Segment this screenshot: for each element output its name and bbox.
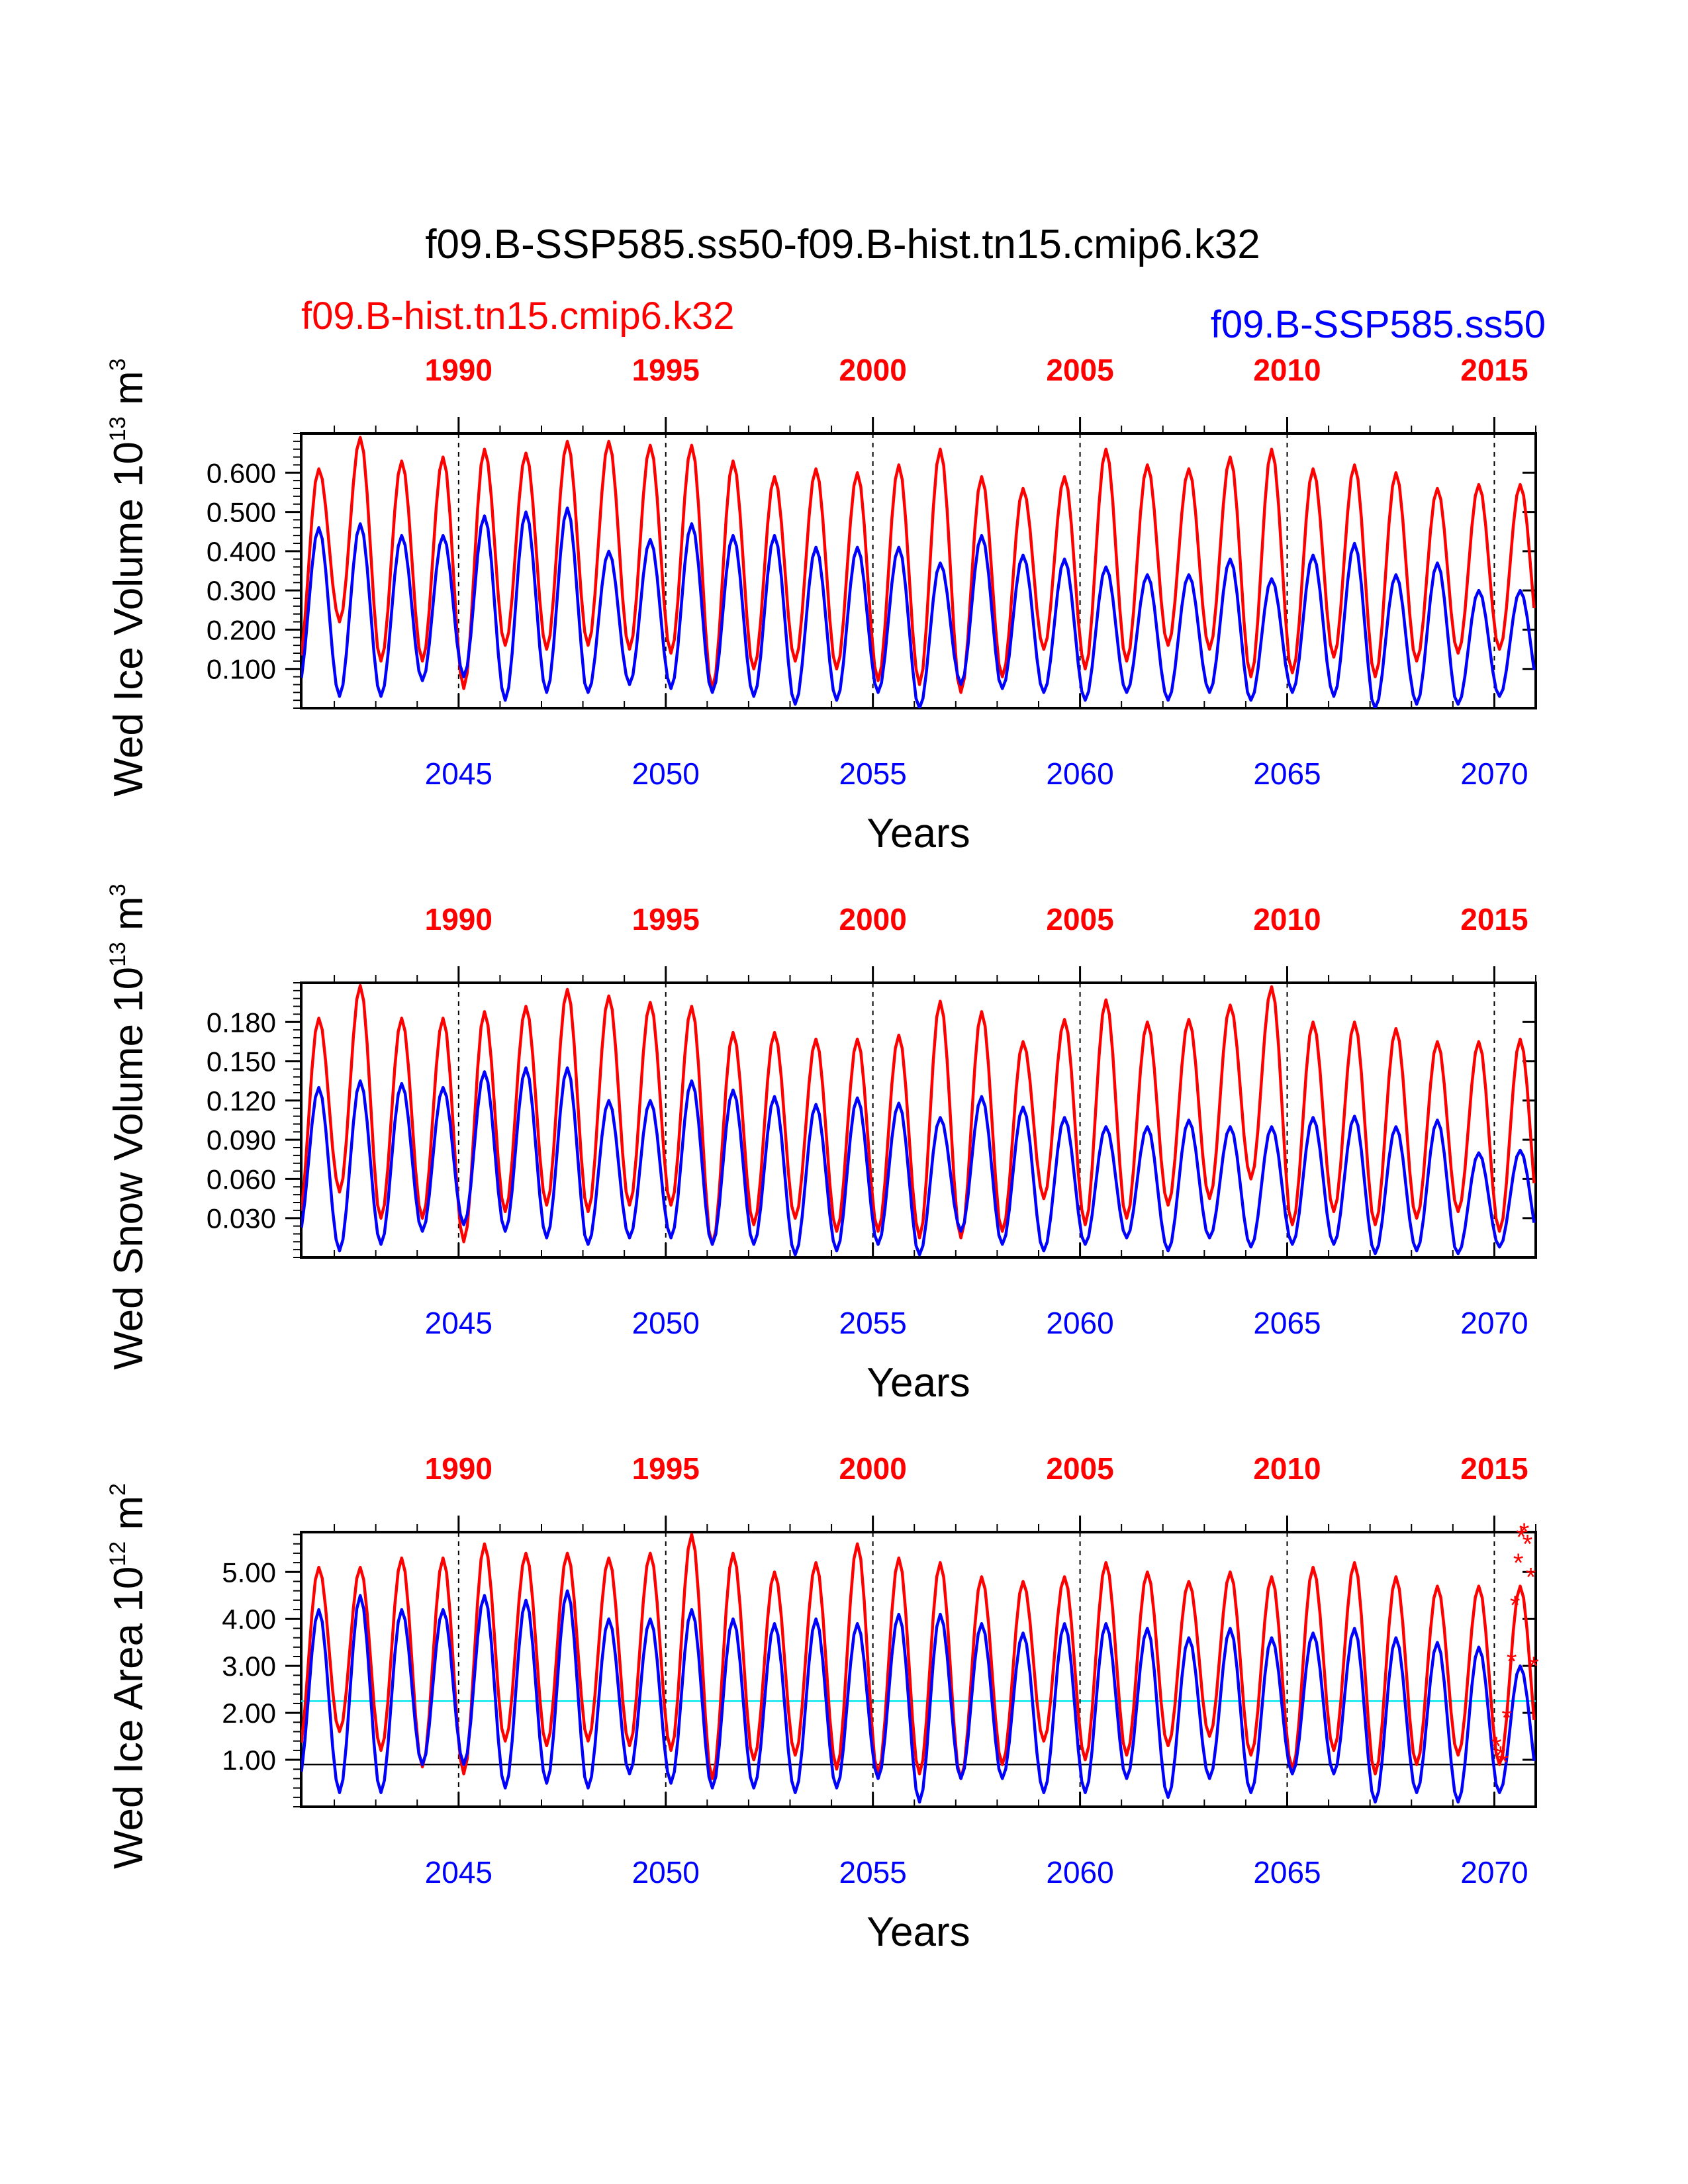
plot-frame bbox=[300, 1531, 1537, 1808]
top-tick-label: 2015 bbox=[1460, 353, 1528, 387]
x-tick-label: 2060 bbox=[1046, 756, 1113, 791]
top-tick-label: 2005 bbox=[1046, 353, 1113, 387]
y-tick-label: 1.00 bbox=[222, 1745, 276, 1776]
panel-ice-volume: 2045 2050 2055 2060 2065 2070 1990 1995 2000 2005… bbox=[105, 353, 1537, 856]
y-tick-label: 0.180 bbox=[207, 1007, 276, 1038]
x-tick-label: 2070 bbox=[1460, 756, 1528, 791]
y-tick-label: 0.150 bbox=[207, 1046, 276, 1077]
top-tick-label: 2005 bbox=[1046, 1451, 1113, 1486]
top-tick-label: 1995 bbox=[632, 902, 700, 936]
y-tick-label: 0.120 bbox=[207, 1085, 276, 1116]
top-tick-label: 1995 bbox=[632, 1451, 700, 1486]
series-line-red bbox=[301, 983, 1536, 1246]
y-axis-title-text: Wed Ice Area 10 bbox=[106, 1567, 152, 1869]
x-tick-label: 2060 bbox=[1046, 1306, 1113, 1340]
x-tick-label: 2045 bbox=[425, 1855, 492, 1889]
star-marker: * bbox=[1495, 1741, 1506, 1770]
y-axis-title-exp: 13 bbox=[105, 942, 130, 967]
series-line-blue bbox=[301, 1066, 1536, 1257]
x-tick-label: 2055 bbox=[839, 1855, 906, 1889]
x-tick-label: 2065 bbox=[1253, 756, 1321, 791]
y-tick-label: 0.100 bbox=[207, 654, 276, 685]
top-tick-label: 1995 bbox=[632, 353, 700, 387]
y-tick-label: 0.030 bbox=[207, 1203, 276, 1234]
star-marker: * bbox=[1519, 1518, 1530, 1547]
y-tick-label: 0.400 bbox=[207, 536, 276, 567]
figure-title: f09.B-SSP585.ss50-f09.B-hist.tn15.cmip6.… bbox=[425, 222, 1260, 267]
top-tick-label: 2000 bbox=[839, 1451, 906, 1486]
x-tick-label: 2060 bbox=[1046, 1855, 1113, 1889]
x-tick-label: 2050 bbox=[632, 1306, 700, 1340]
top-tick-label: 1990 bbox=[425, 1451, 492, 1486]
series-line-red bbox=[301, 1533, 1536, 1780]
series-line-blue bbox=[301, 1589, 1536, 1804]
x-tick-label: 2045 bbox=[425, 756, 492, 791]
y-tick-label: 0.090 bbox=[207, 1124, 276, 1156]
y-axis-title-unit: m bbox=[106, 896, 152, 942]
y-axis-title-text: Wed Snow Volume 10 bbox=[106, 967, 152, 1370]
x-tick-label: 2050 bbox=[632, 756, 700, 791]
top-tick-label: 2015 bbox=[1460, 1451, 1528, 1486]
y-tick-label: 0.060 bbox=[207, 1163, 276, 1195]
star-marker: * bbox=[1523, 1530, 1533, 1559]
series-line-red bbox=[301, 435, 1536, 694]
x-tick-label: 2070 bbox=[1460, 1855, 1528, 1889]
x-axis-title: Years bbox=[867, 811, 970, 856]
x-tick-label: 2045 bbox=[425, 1306, 492, 1340]
star-marker: * bbox=[1526, 1563, 1536, 1592]
panel-ice-area: 2045 2050 2055 2060 2065 2070 1990 1995 2000 2005… bbox=[105, 1451, 1539, 1955]
y-tick-label: 0.300 bbox=[207, 575, 276, 606]
y-tick-label: 3.00 bbox=[222, 1651, 276, 1682]
y-axis-title-unit-exp: 3 bbox=[105, 358, 130, 371]
top-tick-label: 1990 bbox=[425, 902, 492, 936]
y-tick-label: 0.600 bbox=[207, 457, 276, 488]
x-tick-label: 2065 bbox=[1253, 1306, 1321, 1340]
x-axis-title: Years bbox=[867, 1360, 970, 1406]
x-tick-label: 2065 bbox=[1253, 1855, 1321, 1889]
top-tick-label: 2000 bbox=[839, 902, 906, 936]
star-marker: * bbox=[1498, 1749, 1509, 1778]
star-marker: * bbox=[1491, 1732, 1502, 1761]
x-tick-label: 2055 bbox=[839, 756, 906, 791]
top-tick-label: 2000 bbox=[839, 353, 906, 387]
star-marker: * bbox=[1510, 1591, 1521, 1620]
top-tick-label: 1990 bbox=[425, 353, 492, 387]
y-axis-title: Wed Ice Area 1012 m2 bbox=[105, 1483, 152, 1869]
star-marker: * bbox=[1516, 1523, 1526, 1552]
top-tick-label: 2010 bbox=[1253, 902, 1321, 936]
star-marker: * bbox=[1528, 1652, 1539, 1681]
y-axis-title-text: Wed Ice Volume 10 bbox=[106, 441, 152, 797]
y-axis-title: Wed Ice Volume 1013 m3 bbox=[105, 358, 152, 796]
top-tick-label: 2015 bbox=[1460, 902, 1528, 936]
y-axis-title: Wed Snow Volume 1013 m3 bbox=[105, 884, 152, 1370]
y-axis-title-unit-exp: 2 bbox=[105, 1483, 130, 1496]
y-tick-label: 5.00 bbox=[222, 1557, 276, 1588]
top-tick-label: 2005 bbox=[1046, 902, 1113, 936]
series-line-blue bbox=[301, 506, 1536, 708]
y-tick-label: 0.500 bbox=[207, 497, 276, 528]
top-tick-label: 2010 bbox=[1253, 353, 1321, 387]
star-marker: * bbox=[1501, 1704, 1512, 1733]
y-tick-label: 4.00 bbox=[222, 1604, 276, 1635]
legend-blue-series: f09.B-SSP585.ss50 bbox=[1211, 303, 1546, 346]
panel-snow-volume: 2045 2050 2055 2060 2065 2070 1990 1995 2000 2005… bbox=[105, 884, 1537, 1406]
y-axis-title-exp: 13 bbox=[105, 416, 130, 441]
legend-red-series: f09.B-hist.tn15.cmip6.k32 bbox=[301, 295, 734, 338]
y-tick-label: 0.200 bbox=[207, 614, 276, 645]
top-tick-label: 2010 bbox=[1253, 1451, 1321, 1486]
x-tick-label: 2050 bbox=[632, 1855, 700, 1889]
y-axis-title-unit: m bbox=[106, 371, 152, 416]
star-marker: * bbox=[1513, 1549, 1524, 1578]
y-axis-title-unit-exp: 3 bbox=[105, 884, 130, 896]
y-axis-title-exp: 12 bbox=[105, 1541, 130, 1567]
x-axis-title: Years bbox=[867, 1909, 970, 1955]
x-tick-label: 2055 bbox=[839, 1306, 906, 1340]
x-tick-label: 2070 bbox=[1460, 1306, 1528, 1340]
y-tick-label: 2.00 bbox=[222, 1698, 276, 1729]
star-marker: * bbox=[1507, 1647, 1517, 1676]
y-axis-title-unit: m bbox=[106, 1496, 152, 1541]
plot-frame bbox=[300, 981, 1537, 1259]
